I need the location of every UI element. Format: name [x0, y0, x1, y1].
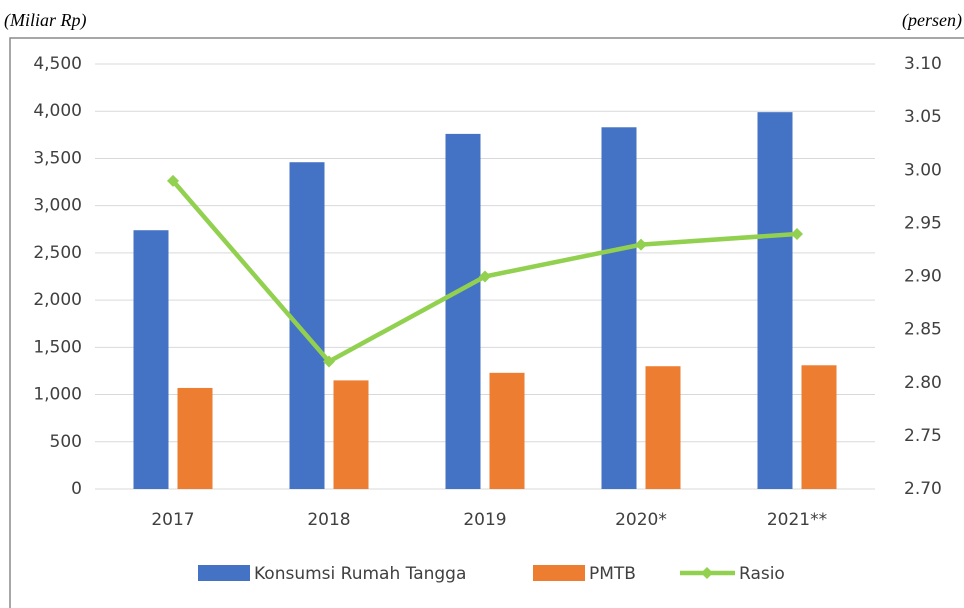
legend-label: Rasio	[739, 564, 785, 584]
line-marker	[791, 228, 803, 240]
y-tick-label: 3,000	[33, 196, 82, 216]
bar	[333, 380, 369, 489]
y2-tick-label: 3.10	[904, 54, 942, 74]
y-tick-label: 3,500	[33, 148, 82, 168]
y-tick-label: 2,000	[33, 290, 82, 310]
chart-frame	[9, 37, 964, 608]
x-tick-label: 2018	[307, 510, 350, 530]
left-unit: (Miliar Rp)	[4, 10, 87, 31]
legend-marker	[701, 567, 713, 579]
y2-tick-label: 3.00	[904, 160, 942, 180]
y-tick-label: 4,500	[33, 54, 82, 74]
y2-tick-label: 3.05	[904, 107, 942, 127]
line-marker	[323, 355, 335, 368]
bar	[801, 365, 837, 489]
x-tick-label: 2021**	[767, 510, 827, 530]
bar	[489, 372, 525, 489]
y2-tick-label: 2.85	[904, 320, 942, 340]
bar	[133, 230, 169, 489]
bar	[601, 127, 637, 490]
line-marker	[635, 238, 647, 251]
bar	[757, 112, 793, 490]
y-tick-label: 2,500	[33, 243, 82, 263]
x-tick-label: 2017	[151, 510, 194, 530]
y-tick-label: 4,000	[33, 101, 82, 121]
y-tick-label: 1,000	[33, 385, 82, 405]
x-tick-label: 2019	[463, 510, 506, 530]
bar	[645, 366, 681, 489]
x-tick-label: 2020*	[615, 510, 667, 530]
y2-tick-label: 2.75	[904, 426, 942, 446]
bar	[289, 162, 325, 489]
y-tick-label: 0	[71, 479, 82, 499]
y2-tick-label: 2.90	[904, 267, 942, 287]
bar	[445, 133, 481, 489]
line-marker	[167, 174, 179, 187]
legend-label: Konsumsi Rumah Tangga	[254, 564, 466, 584]
y-tick-label: 1,500	[33, 337, 82, 357]
bar	[177, 387, 213, 489]
y2-tick-label: 2.95	[904, 213, 942, 233]
legend-swatch	[533, 565, 585, 581]
y2-tick-label: 2.70	[904, 479, 942, 499]
line-marker	[479, 270, 491, 283]
y-tick-label: 500	[50, 432, 82, 452]
right-unit: (persen)	[902, 10, 962, 31]
legend-label: PMTB	[589, 564, 636, 584]
legend-swatch	[198, 565, 250, 581]
y2-tick-label: 2.80	[904, 373, 942, 393]
